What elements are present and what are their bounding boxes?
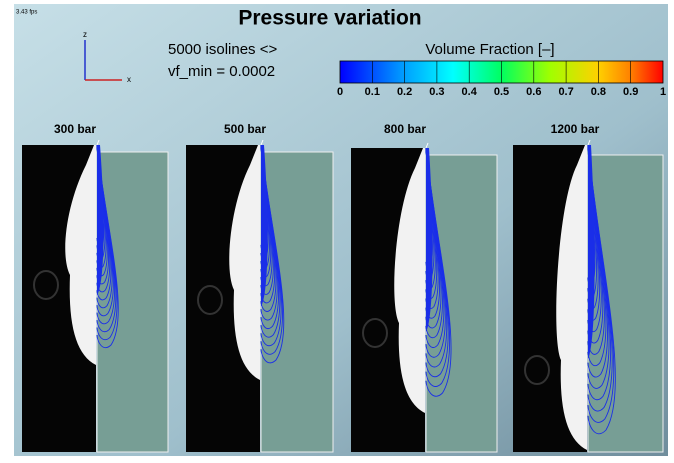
panel-label: 300 bar <box>54 122 96 136</box>
colorbar-tick-label: 0.9 <box>623 86 638 98</box>
panel: 1200 bar <box>513 122 663 452</box>
panel-label: 800 bar <box>384 122 426 136</box>
fps: 3.43 fps <box>16 10 37 16</box>
colorbar-title: Volume Fraction [–] <box>425 41 554 58</box>
colorbar-tick-label: 0.8 <box>591 86 606 98</box>
colorbar-tick-label: 0.3 <box>429 86 444 98</box>
colorbar-tick-label: 0.7 <box>558 86 573 98</box>
screen: 3.43 fps Pressure variation 5000 isoline… <box>0 0 674 463</box>
colorbar-tick-label: 0.1 <box>365 86 380 98</box>
sim-panel <box>261 152 333 452</box>
title: Pressure variation <box>238 7 421 30</box>
colorbar-tick-label: 0.2 <box>397 86 412 98</box>
colorbar-tick-label: 0 <box>337 86 343 98</box>
colorbar-tick-label: 0.5 <box>494 86 509 98</box>
sim-panel <box>97 152 168 452</box>
panel: 800 bar <box>351 122 497 452</box>
z-label: z <box>83 30 87 39</box>
isolines: 5000 isolines <> <box>168 41 277 58</box>
panel: 300 bar <box>22 122 168 452</box>
panel-label: 1200 bar <box>551 122 600 136</box>
x-label: x <box>127 75 131 84</box>
colorbar-tick-label: 0.4 <box>462 86 478 98</box>
panel: 500 bar <box>186 122 333 452</box>
panel-label: 500 bar <box>224 122 266 136</box>
colorbar-tick-label: 1 <box>660 86 666 98</box>
sim-panel <box>426 155 497 452</box>
colorbar-tick-label: 0.6 <box>526 86 541 98</box>
vf-min: vf_min = 0.0002 <box>168 63 275 80</box>
